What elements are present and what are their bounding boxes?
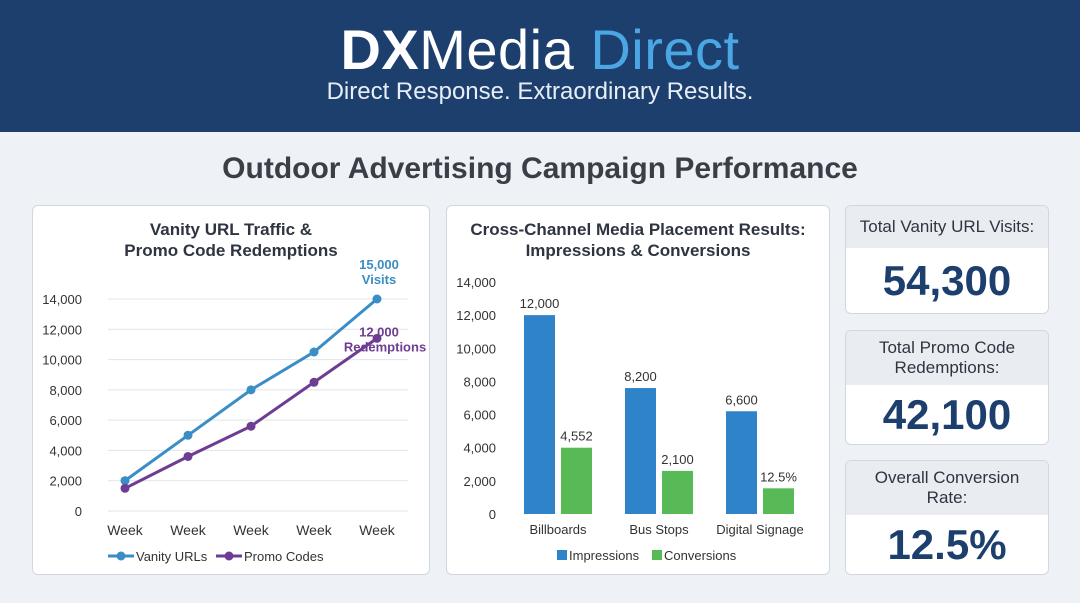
data-point bbox=[120, 476, 130, 486]
bar-chart-title: Cross-Channel Media Placement Results: I… bbox=[447, 219, 829, 261]
y-tick-label: 10,000 bbox=[42, 353, 82, 368]
header-banner: DXMedia Direct Direct Response. Extraord… bbox=[0, 0, 1080, 132]
legend-label: Promo Codes bbox=[244, 549, 324, 564]
line-chart-title-line2: Promo Code Redemptions bbox=[124, 241, 338, 260]
data-point bbox=[309, 377, 319, 387]
y-tick-label: 8,000 bbox=[49, 383, 82, 398]
brand-logo: DXMedia Direct bbox=[0, 18, 1080, 82]
bar-impressions bbox=[625, 388, 656, 514]
series-line-1 bbox=[124, 337, 378, 490]
legend-marker bbox=[224, 551, 234, 561]
x-tick-label: Week bbox=[296, 522, 333, 538]
y-tick-label: 2,000 bbox=[463, 474, 496, 489]
y-tick-label: 0 bbox=[489, 507, 496, 522]
y-tick-label: 2,000 bbox=[49, 474, 82, 489]
legend-swatch bbox=[557, 550, 567, 560]
line-chart-title: Vanity URL Traffic & Promo Code Redempti… bbox=[33, 219, 429, 261]
bar-chart-card: Cross-Channel Media Placement Results: I… bbox=[446, 205, 830, 575]
y-tick-label: 4,000 bbox=[463, 441, 496, 456]
end-label: 12,000 bbox=[359, 324, 399, 339]
page-title: Outdoor Advertising Campaign Performance bbox=[222, 152, 858, 185]
kpi-value-visits: 54,300 bbox=[882, 257, 1012, 304]
logo-dx: DX bbox=[340, 18, 420, 81]
legend-label: Conversions bbox=[664, 548, 737, 563]
bar-impressions bbox=[524, 315, 555, 514]
kpi-label-redemptions: Total Promo Code Redemptions: bbox=[846, 331, 1048, 385]
data-point bbox=[372, 333, 382, 343]
tagline: Direct Response. Extraordinary Results. bbox=[326, 78, 754, 105]
y-tick-label: 6,000 bbox=[463, 408, 496, 423]
legend-marker bbox=[116, 551, 126, 561]
data-point bbox=[183, 451, 193, 461]
bar-impressions bbox=[726, 411, 757, 514]
y-tick-label: 12,000 bbox=[42, 322, 82, 337]
data-point bbox=[120, 483, 130, 493]
line-chart-card: Vanity URL Traffic & Promo Code Redempti… bbox=[32, 205, 430, 575]
x-tick-label: Billboards bbox=[529, 522, 587, 537]
y-tick-label: 8,000 bbox=[463, 374, 496, 389]
data-label: 12.5% bbox=[760, 469, 797, 484]
data-point bbox=[183, 430, 193, 440]
kpi-value-conversion-rate: 12.5% bbox=[887, 521, 1007, 568]
bar-chart-title-line1: Cross-Channel Media Placement Results: bbox=[470, 220, 806, 239]
data-label: 8,200 bbox=[624, 369, 657, 384]
data-point bbox=[246, 421, 256, 431]
y-tick-label: 14,000 bbox=[456, 275, 496, 290]
y-tick-label: 0 bbox=[75, 504, 82, 519]
legend-label: Impressions bbox=[569, 548, 640, 563]
x-tick-label: Week bbox=[233, 522, 270, 538]
y-tick-label: 12,000 bbox=[456, 308, 496, 323]
end-label: Visits bbox=[362, 272, 396, 287]
data-point bbox=[309, 347, 319, 357]
end-label: 15,000 bbox=[359, 257, 399, 272]
y-tick-label: 14,000 bbox=[42, 292, 82, 307]
data-point bbox=[246, 385, 256, 395]
x-tick-label: Week bbox=[359, 522, 396, 538]
x-tick-label: Bus Stops bbox=[629, 522, 689, 537]
x-tick-label: Week bbox=[170, 522, 207, 538]
data-label: 4,552 bbox=[560, 429, 593, 444]
logo-direct: Direct bbox=[590, 18, 740, 81]
end-label: Redemptions bbox=[344, 339, 426, 354]
legend-swatch bbox=[652, 550, 662, 560]
x-tick-label: Digital Signage bbox=[716, 522, 803, 537]
data-label: 2,100 bbox=[661, 452, 694, 467]
kpi-value-redemptions: 42,100 bbox=[882, 391, 1012, 438]
data-point bbox=[372, 294, 382, 304]
y-tick-label: 6,000 bbox=[49, 413, 82, 428]
legend-label: Vanity URLs bbox=[136, 549, 208, 564]
kpi-card-conversion-rate: Overall Conversion Rate: 12.5% bbox=[845, 460, 1049, 575]
bar-conversions bbox=[561, 447, 592, 514]
bar-chart-title-line2: Impressions & Conversions bbox=[525, 241, 751, 260]
bar-conversions bbox=[763, 488, 794, 514]
kpi-label-visits: Total Vanity URL Visits: bbox=[846, 206, 1048, 248]
bar-conversions bbox=[662, 470, 693, 514]
data-label: 12,000 bbox=[520, 296, 560, 311]
data-label: 6,600 bbox=[725, 392, 758, 407]
kpi-label-conversion-rate: Overall Conversion Rate: bbox=[846, 461, 1048, 515]
y-tick-label: 10,000 bbox=[456, 341, 496, 356]
logo-media: Media bbox=[419, 18, 575, 81]
bar-chart: 0 2,000 4,000 6,000 8,000 10,000 12,000 14,000 1… bbox=[456, 275, 803, 563]
x-tick-label: Week bbox=[107, 522, 144, 538]
line-chart: 0 2,000 4,000 6,000 8,000 10,000 12,000 14,000 W… bbox=[42, 257, 426, 564]
line-chart-title-line1: Vanity URL Traffic & bbox=[149, 220, 313, 239]
kpi-card-visits: Total Vanity URL Visits: 54,300 bbox=[845, 205, 1049, 314]
kpi-card-redemptions: Total Promo Code Redemptions: 42,100 bbox=[845, 330, 1049, 445]
y-tick-label: 4,000 bbox=[49, 443, 82, 458]
